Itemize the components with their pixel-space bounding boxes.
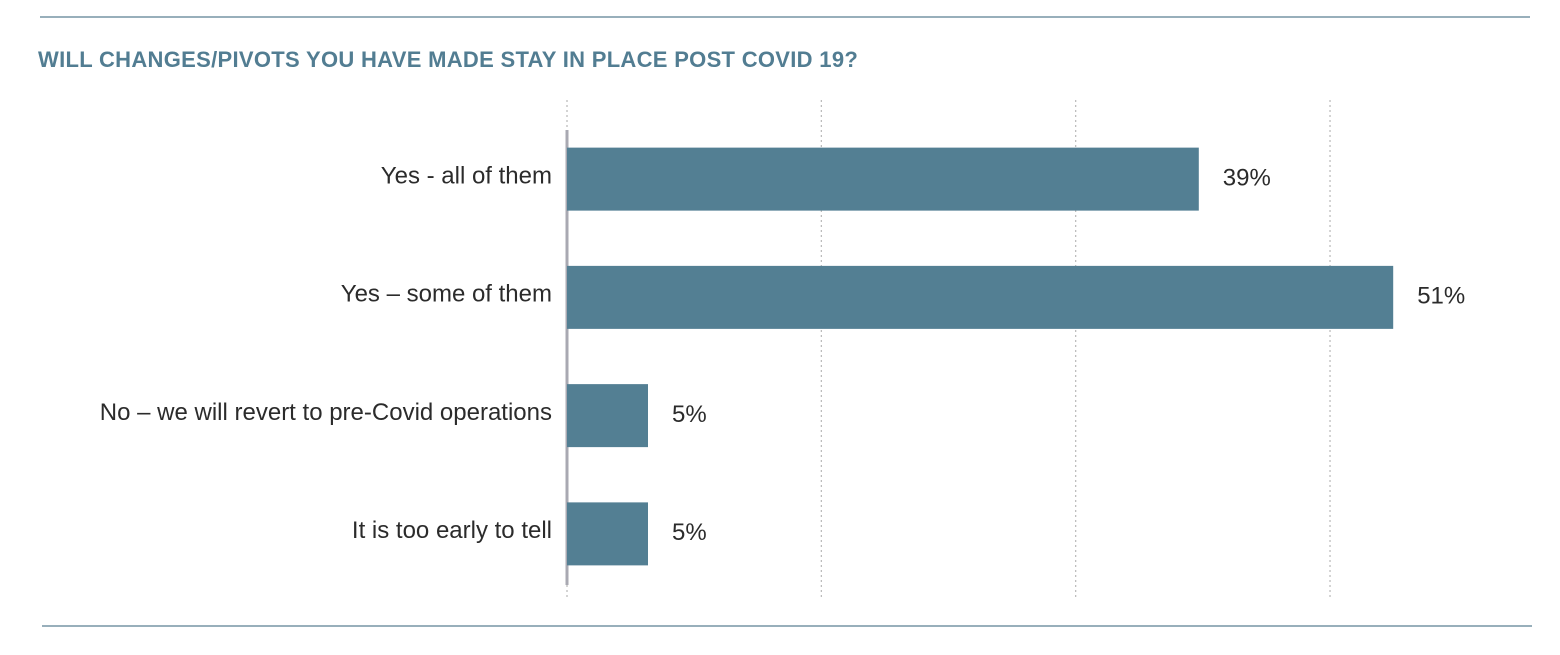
bar xyxy=(567,384,648,448)
value-label: 5% xyxy=(672,519,707,546)
chart-title: WILL CHANGES/PIVOTS YOU HAVE MADE STAY I… xyxy=(38,47,858,72)
category-label: It is too early to tell xyxy=(352,517,552,544)
bar xyxy=(567,502,648,566)
value-label: 39% xyxy=(1223,164,1271,191)
category-label: Yes - all of them xyxy=(381,162,552,189)
value-label: 51% xyxy=(1417,283,1465,310)
value-label: 5% xyxy=(672,401,707,428)
category-label: Yes – some of them xyxy=(341,281,552,308)
bar xyxy=(567,147,1199,211)
category-label: No – we will revert to pre-Covid operati… xyxy=(100,399,552,426)
bar xyxy=(567,265,1394,329)
